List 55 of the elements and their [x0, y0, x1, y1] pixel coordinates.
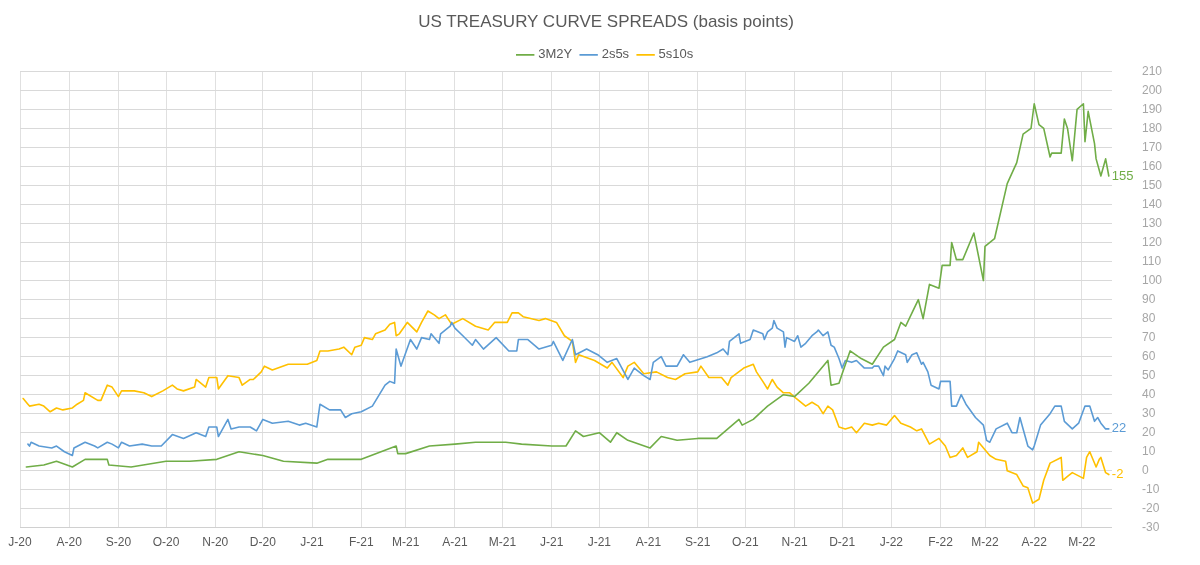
legend-label: 3M2Y [538, 46, 573, 62]
y-tick-label: 20 [1141, 425, 1156, 440]
y-tick-label: 30 [1141, 406, 1156, 421]
x-tick-label: F-21 [348, 535, 374, 550]
x-tick-label: A-22 [1021, 535, 1048, 550]
y-tick-label: -30 [1141, 520, 1160, 535]
y-tick-label: 140 [1141, 196, 1163, 211]
legend-label: 2s5s [601, 46, 630, 62]
y-tick-label: 40 [1141, 387, 1156, 401]
y-tick-label: 100 [1141, 272, 1163, 287]
x-tick-label: N-21 [781, 535, 808, 550]
annotation: 155 [1111, 167, 1134, 183]
x-tick-label: J-21 [587, 535, 612, 550]
x-tick-label: F-22 [928, 535, 954, 550]
legend-label: 5s10s [658, 46, 694, 62]
y-tick-label: 150 [1141, 177, 1163, 192]
x-tick-label: O-21 [732, 535, 759, 550]
y-tick-label: 90 [1141, 291, 1156, 306]
y-tick-label: 120 [1141, 234, 1163, 249]
y-tick-label: 210 [1141, 63, 1163, 78]
y-tick-label: 0 [1141, 463, 1149, 478]
annotation: 22 [1111, 420, 1127, 436]
y-tick-label: 180 [1141, 120, 1163, 135]
x-tick-label: O-20 [152, 535, 180, 550]
x-tick-label: N-20 [202, 535, 229, 550]
y-tick-label: 80 [1141, 310, 1156, 325]
y-tick-label: -10 [1141, 482, 1160, 497]
y-tick-label: 110 [1141, 253, 1162, 268]
x-tick-label: D-21 [829, 535, 856, 550]
x-tick-label: J-20 [8, 535, 32, 550]
x-tick-label: J-21 [300, 535, 325, 550]
x-tick-label: J-21 [540, 535, 564, 550]
y-tick-label: 60 [1141, 348, 1156, 363]
x-tick-label: M-22 [1068, 535, 1096, 550]
x-tick-label: M-22 [971, 535, 999, 550]
chart-title: US TREASURY CURVE SPREADS (basis points) [418, 11, 794, 31]
x-tick-label: A-21 [442, 535, 468, 550]
annotation: -2 [1111, 466, 1124, 482]
x-tick-label: M-21 [392, 535, 420, 550]
y-tick-label: 50 [1141, 367, 1156, 382]
x-tick-label: D-20 [249, 535, 277, 550]
x-tick-label: J-22 [879, 535, 904, 550]
x-tick-label: S-20 [105, 535, 132, 550]
x-tick-label: M-21 [488, 535, 517, 550]
x-tick-label: A-21 [635, 535, 662, 550]
y-tick-label: 70 [1141, 329, 1156, 344]
y-tick-label: -20 [1141, 501, 1160, 516]
y-tick-label: 160 [1141, 158, 1163, 173]
x-tick-label: S-21 [685, 535, 711, 550]
y-tick-label: 200 [1141, 82, 1163, 97]
y-tick-label: 10 [1141, 444, 1156, 459]
x-tick-label: A-20 [56, 535, 83, 550]
y-tick-label: 130 [1141, 215, 1163, 230]
y-tick-label: 170 [1141, 139, 1163, 154]
y-tick-label: 190 [1141, 101, 1163, 116]
